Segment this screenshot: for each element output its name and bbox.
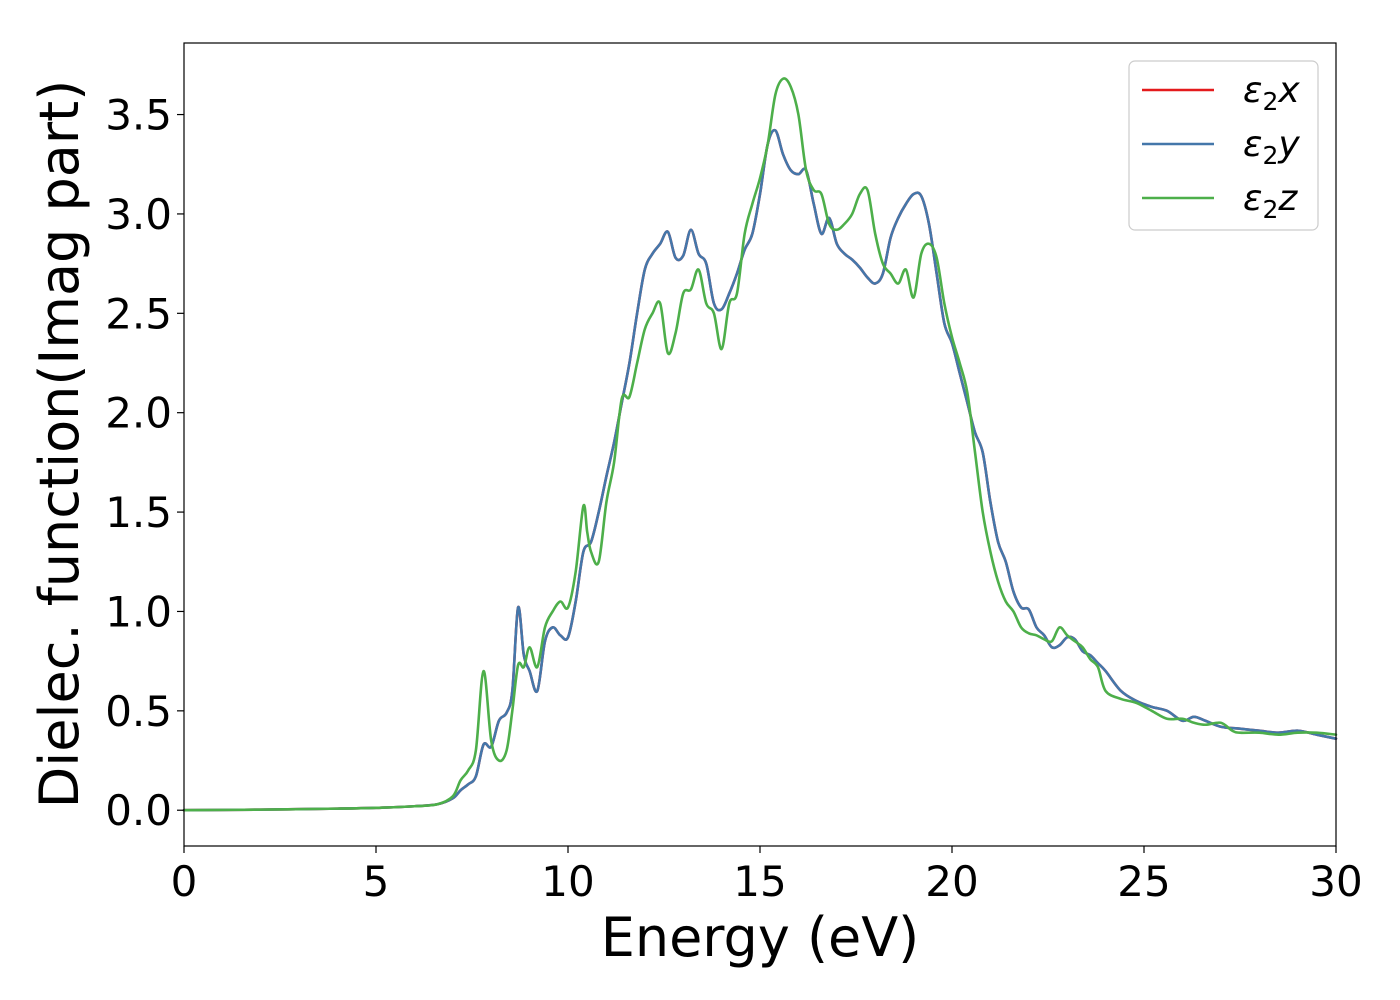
- y-tick-label: 0.0: [105, 786, 172, 835]
- legend-label-y: ε2y: [1243, 124, 1300, 170]
- x-tick-label: 10: [541, 857, 594, 906]
- y-axis-ticks: 0.0 0.5 1.0 1.5 2.0 2.5 3.0 3.5: [105, 91, 184, 835]
- series-line-z: [182, 77, 1338, 812]
- y-tick-label: 2.5: [105, 289, 172, 338]
- x-axis-label: Energy (eV): [601, 906, 920, 969]
- legend-label-x: ε2x: [1243, 70, 1300, 116]
- y-tick-label: 3.5: [105, 91, 172, 140]
- y-tick-label: 1.5: [105, 488, 172, 537]
- y-tick-label: 1.0: [105, 587, 172, 636]
- x-tick-label: 30: [1309, 857, 1362, 906]
- series-layer: [182, 77, 1338, 812]
- x-tick-label: 15: [733, 857, 786, 906]
- y-tick-label: 3.0: [105, 190, 172, 239]
- x-tick-label: 25: [1117, 857, 1170, 906]
- y-tick-label: 2.0: [105, 389, 172, 438]
- y-axis-label: Dielec. function(Imag part): [28, 80, 91, 809]
- x-tick-label: 20: [925, 857, 978, 906]
- legend: ε2x ε2y ε2z: [1128, 60, 1319, 231]
- legend-box: [1128, 60, 1319, 231]
- legend-label-z: ε2z: [1243, 178, 1298, 224]
- x-tick-label: 0: [171, 857, 198, 906]
- x-tick-label: 5: [363, 857, 390, 906]
- x-axis-ticks: 0 5 10 15 20 25 30: [171, 846, 1363, 906]
- y-tick-label: 0.5: [105, 687, 172, 736]
